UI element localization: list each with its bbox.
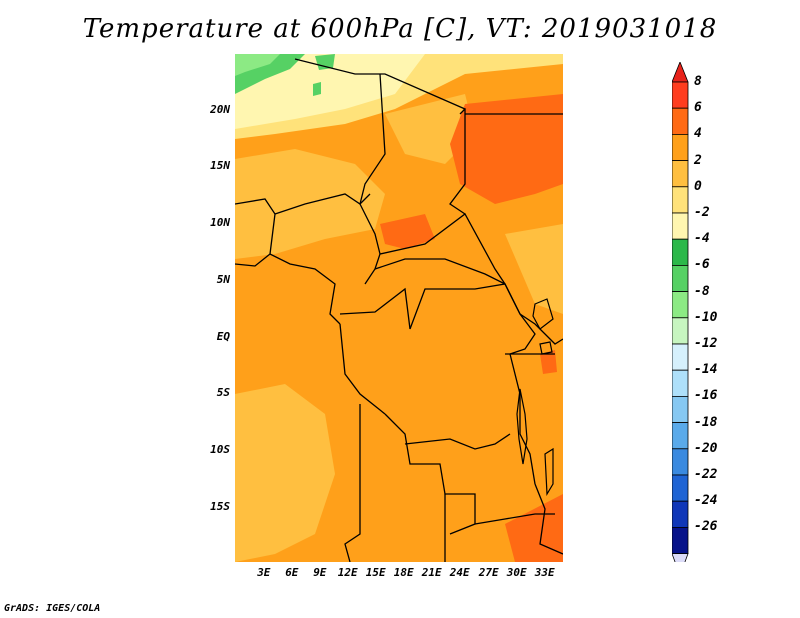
colorbar-swatch — [672, 448, 689, 476]
country-borders — [235, 58, 563, 562]
colorbar — [672, 62, 689, 562]
latitude-label: 5S — [216, 386, 230, 399]
longitude-label: 9E — [313, 566, 327, 579]
longitude-label: 15E — [365, 566, 386, 579]
colorbar-label: 0 — [694, 178, 702, 194]
colorbar-swatch — [672, 395, 689, 423]
colorbar-label: -16 — [694, 388, 718, 404]
colorbar-swatch — [672, 264, 689, 292]
colorbar-label: -6 — [694, 257, 710, 273]
longitude-label: 3E — [257, 566, 271, 579]
colorbar-swatch — [672, 369, 689, 397]
latitude-label: 15S — [210, 500, 230, 513]
colorbar-swatch — [672, 81, 689, 109]
warm-patch-car — [380, 214, 435, 249]
colorbar-lower-arrow — [672, 553, 689, 562]
colorbar-label: -18 — [694, 414, 718, 430]
colorbar-swatch — [672, 212, 689, 240]
green-patch-small — [315, 54, 335, 70]
latitude-label: 20N — [210, 103, 230, 116]
colorbar-label: 2 — [694, 152, 702, 168]
latitude-label: EQ — [216, 330, 230, 343]
colorbar-label: -24 — [694, 493, 718, 509]
latitude-label: 10S — [210, 443, 230, 456]
colorbar-swatch — [672, 107, 689, 135]
latitude-label: 10N — [210, 216, 230, 229]
light-zone-east — [505, 224, 563, 314]
lightgreen-patch-nw — [235, 54, 280, 76]
colorbar-label: -22 — [694, 467, 718, 482]
longitude-label: 24E — [449, 566, 470, 579]
colorbar-swatch — [672, 343, 689, 371]
colorbar-swatch — [672, 500, 689, 528]
latitude-label: 5N — [216, 273, 230, 286]
colorbar-label: 6 — [694, 100, 702, 116]
colorbar-label: -10 — [694, 309, 718, 325]
warm-patch-east-lake — [540, 350, 557, 374]
longitude-label: 33E — [534, 566, 555, 579]
colorbar-swatch — [672, 134, 689, 162]
colorbar-swatch — [672, 474, 689, 502]
latitude-label: 15N — [210, 159, 230, 172]
colorbar-label: -8 — [694, 283, 710, 299]
warm-patch-southeast — [505, 494, 563, 562]
colorbar-upper-arrow — [672, 62, 689, 83]
colorbar-swatch — [672, 291, 689, 319]
lakes — [516, 298, 554, 497]
colorbar-label: -2 — [694, 205, 710, 220]
colorbar-label: 8 — [694, 74, 702, 89]
longitude-label: 21E — [421, 566, 442, 579]
colorbar-swatch — [672, 422, 689, 450]
colorbar-swatch — [672, 186, 689, 214]
colorbar-swatch — [672, 526, 689, 554]
grads-credit: GrADS: IGES/COLA — [4, 603, 101, 614]
light-zone-south — [235, 384, 335, 562]
longitude-label: 27E — [478, 566, 499, 579]
colorbar-swatch — [672, 317, 689, 345]
pale-zone-north — [235, 54, 425, 129]
colorbar-swatch — [672, 160, 689, 188]
colorbar-label: -26 — [694, 519, 718, 535]
colorbar-swatch — [672, 238, 689, 266]
temperature-map — [235, 54, 563, 562]
colorbar-label: -4 — [694, 231, 710, 247]
colorbar-label: -20 — [694, 440, 718, 456]
longitude-label: 12E — [337, 566, 358, 579]
longitude-label: 18E — [393, 566, 414, 579]
longitude-label: 6E — [285, 566, 299, 579]
chart-title: Temperature at 600hPa [C], VT: 201903101… — [82, 14, 718, 44]
longitude-label: 30E — [506, 566, 527, 579]
warm-zone-east-sudan — [450, 94, 563, 204]
colorbar-label: -12 — [694, 336, 718, 351]
colorbar-label: -14 — [694, 362, 718, 378]
green-patch-dot — [313, 82, 321, 96]
colorbar-label: 4 — [694, 126, 702, 142]
